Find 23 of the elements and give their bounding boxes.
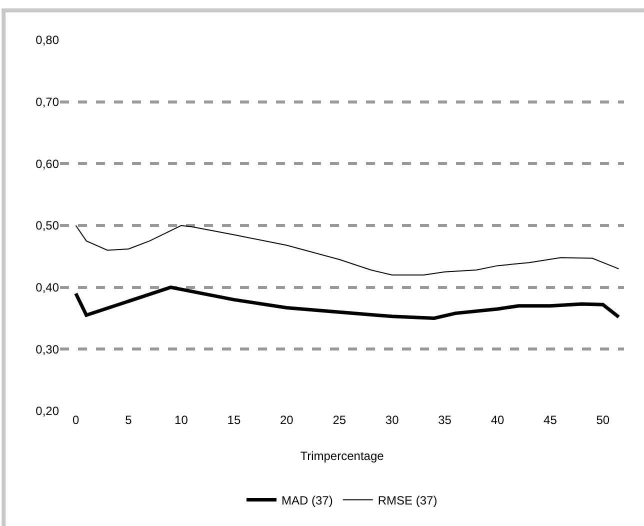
x-tick-label: 5 [125,413,132,427]
line-series [75,225,620,276]
x-tick-label: 50 [596,413,610,427]
legend-label: RMSE (37) [378,493,438,508]
x-tick-label: 0 [72,413,80,427]
legend-label: MAD (37) [282,493,333,508]
x-tick-label: 40 [490,413,504,427]
x-tick-label: 20 [280,413,294,427]
x-tick-label: 10 [174,413,188,427]
x-tick-label: 25 [332,413,346,427]
line-series [74,286,620,320]
y-tick-label: 0,50 [36,218,60,233]
y-tick-label: 0,70 [36,95,60,110]
y-tick-label: 0,80 [36,33,60,48]
x-tick-label: 15 [227,413,241,427]
x-tick-label: 30 [385,413,400,427]
y-tick-label: 0,40 [36,280,60,295]
y-tick-label: 0,60 [36,156,60,171]
x-tick-label: 45 [544,413,558,427]
x-tick-label: 35 [438,413,452,427]
y-tick-label: 0,30 [36,342,60,356]
x-axis-title: Trimpercentage [300,448,384,463]
y-tick-label: 0,20 [36,404,60,418]
